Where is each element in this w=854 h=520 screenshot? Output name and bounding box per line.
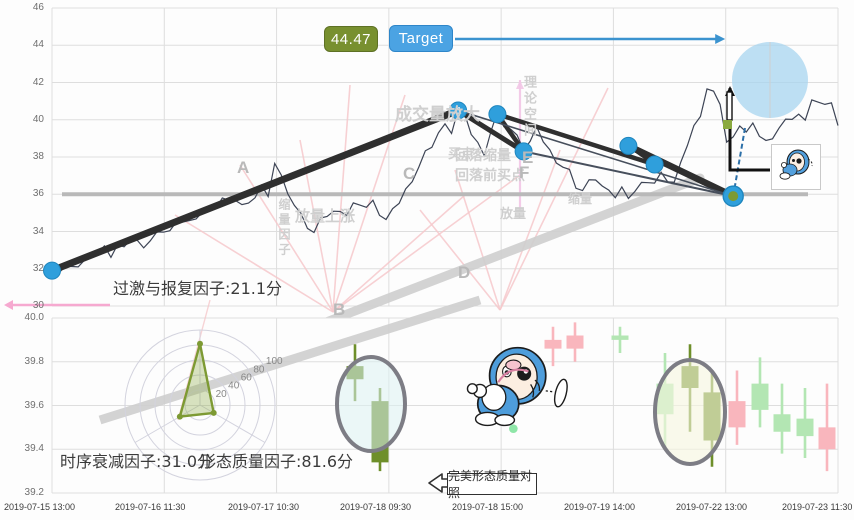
y-tick-label: 42 [32,76,44,88]
candlestick [566,322,584,362]
mascot-large-icon [466,346,568,433]
radar-tick: 100 [266,356,283,367]
compare-note-label: 完美形态质量对照 [447,469,537,500]
y-tick-label-lower: 39.4 [24,443,44,455]
candlestick [544,326,562,367]
y-tick-label: 38 [32,151,44,162]
zigzag-point[interactable] [619,136,638,155]
y-tick-label: 30 [32,300,44,311]
y-tick-label-lower: 39.6 [24,399,44,411]
radar-tick: 60 [241,372,253,383]
candlestick [818,383,836,472]
highlight-ellipse-left [335,355,407,453]
x-tick-label: 2019-07-15 13:00 [4,502,76,512]
mascot-icon [779,149,813,180]
pattern-label-a: A [237,158,250,177]
candlestick [751,357,769,428]
pattern-label-e: E [522,148,534,167]
y-tick-label-lower: 40.0 [24,312,44,323]
y-tick-label: 40 [32,113,44,125]
zigzag-point[interactable] [43,261,61,280]
y-tick-label-lower: 39.8 [24,355,44,367]
candlestick [728,370,746,445]
y-tick-label: 36 [32,188,44,200]
y-tick-label: 32 [32,262,44,274]
radar-tick: 80 [253,364,265,375]
y-tick-label: 34 [32,225,44,237]
candlestick [796,388,814,458]
y-tick-label: 44 [32,39,44,51]
zigzag-point[interactable] [488,105,507,124]
radar-tick: 40 [228,381,240,392]
radar-tick: 20 [216,389,228,400]
zigzag-point[interactable] [645,155,664,174]
x-tick-label: 2019-07-23 11:30 [782,502,853,512]
x-tick-label: 2019-07-18 15:00 [452,502,524,512]
factor-decay-label: 时序衰减因子:31.0分 [60,452,214,471]
candlestick [611,326,629,353]
highlight-ellipse-right [653,358,727,466]
pattern-label-f: F [519,163,530,182]
factor-excess-label: 过激与报复因子:21.1分 [113,279,283,298]
candlestick [773,383,791,454]
zigzag-point[interactable] [449,101,468,120]
x-tick-label: 2019-07-22 13:00 [676,502,748,512]
zigzag-point[interactable] [514,142,533,161]
svg-text:1: 1 [457,105,462,115]
pattern-label-b: B [333,300,346,319]
x-tick-label: 2019-07-17 10:30 [228,502,300,512]
y-tick-label: 46 [32,2,44,13]
x-tick-label: 2019-07-16 11:30 [115,502,186,512]
x-tick-label: 2019-07-19 14:00 [564,502,636,512]
x-tick-label: 2019-07-18 09:30 [340,502,412,512]
y-tick-label-lower: 39.2 [24,487,44,498]
target-label-badge[interactable]: Target [389,25,453,52]
pattern-label-c: C [403,164,416,183]
factor-quality-label: 形态质量因子:81.6分 [200,452,354,471]
pattern-label-d: D [458,263,471,282]
target-price-badge[interactable]: 44.47 [324,26,378,52]
mascot-inset-box [771,144,821,190]
